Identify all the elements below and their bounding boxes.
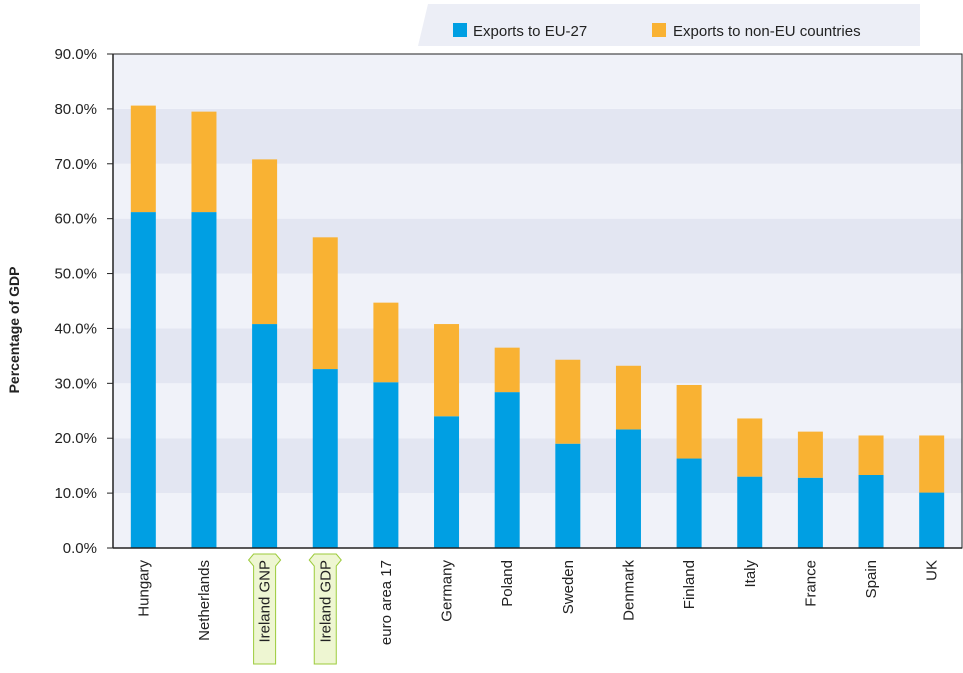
y-tick-label: 80.0% (54, 101, 97, 118)
x-category-label: Denmark (620, 560, 637, 621)
legend-label-non-eu: Exports to non-EU countries (673, 23, 861, 40)
x-category-label-group: Netherlands (196, 560, 213, 641)
bar-segment-non-eu (434, 324, 460, 417)
legend: Exports to EU-27 Exports to non-EU count… (418, 4, 920, 46)
bar-segment-non-eu (191, 111, 217, 213)
bar-segment-non-eu (312, 237, 338, 370)
x-category-label: UK (924, 560, 941, 581)
legend-label-eu27: Exports to EU-27 (473, 23, 587, 40)
bar-segment-eu27 (494, 392, 520, 548)
bars-group (130, 105, 945, 548)
x-category-label-group: Spain (863, 560, 880, 598)
grid-band (113, 493, 962, 548)
bar-segment-non-eu (615, 365, 641, 430)
y-tick-label: 30.0% (54, 375, 97, 392)
grid-band (113, 328, 962, 384)
legend-swatch-non-eu (652, 23, 666, 37)
bar-segment-eu27 (858, 474, 884, 548)
x-category-label-group: Sweden (560, 560, 577, 614)
y-axis-title: Percentage of GDP (6, 267, 22, 394)
x-category-label-group: Germany (439, 560, 456, 622)
bar-segment-eu27 (130, 212, 156, 548)
x-category-label-group: Hungary (135, 560, 152, 617)
bar-segment-non-eu (737, 418, 763, 477)
x-category-label: euro area 17 (378, 560, 395, 645)
grid-band (113, 273, 962, 329)
x-category-label: Ireland GDP (317, 560, 334, 643)
highlight-tag (247, 553, 282, 665)
y-tick-label: 10.0% (54, 485, 97, 502)
y-tick-label: 90.0% (54, 46, 97, 63)
y-tick-label: 70.0% (54, 156, 97, 173)
x-category-label: Finland (681, 560, 698, 609)
bar-segment-eu27 (797, 477, 823, 548)
x-category-label: France (802, 560, 819, 607)
y-tick-label: 50.0% (54, 266, 97, 283)
x-category-label-group: Ireland GNP (247, 553, 282, 665)
x-category-label: Spain (863, 560, 880, 598)
x-category-label: Hungary (135, 560, 152, 617)
y-tick-label: 60.0% (54, 211, 97, 228)
bar-segment-non-eu (858, 435, 884, 475)
x-category-label-group: Ireland GDP (308, 553, 342, 665)
y-tick-label: 40.0% (54, 320, 97, 337)
x-category-label: Netherlands (196, 560, 213, 641)
bar-segment-non-eu (373, 302, 399, 383)
x-category-label: Sweden (560, 560, 577, 614)
y-tick-label: 20.0% (54, 430, 97, 447)
bar-segment-eu27 (252, 324, 278, 548)
x-category-label: Germany (439, 560, 456, 622)
x-category-label-group: Italy (742, 560, 759, 588)
bar-segment-eu27 (676, 458, 702, 548)
x-category-label: Italy (742, 560, 759, 588)
grid-band (113, 163, 962, 219)
legend-swatch-eu27 (453, 23, 467, 37)
grid-band (113, 108, 962, 164)
x-category-label-group: UK (924, 560, 941, 581)
bar-segment-non-eu (130, 105, 156, 213)
x-category-label-group: Poland (499, 560, 516, 607)
bar-segment-non-eu (494, 347, 520, 393)
highlight-tag (308, 553, 342, 665)
x-category-label-group: France (802, 560, 819, 607)
x-category-label-group: euro area 17 (378, 560, 395, 645)
grid-band (113, 438, 962, 494)
bar-segment-non-eu (555, 359, 581, 444)
bar-segment-eu27 (434, 416, 460, 548)
plot-background-bands (112, 53, 963, 549)
bar-segment-eu27 (737, 476, 763, 548)
grid-band (113, 54, 962, 109)
bar-segment-eu27 (191, 212, 217, 548)
x-category-label-group: Finland (681, 560, 698, 609)
y-tick-label: 0.0% (63, 540, 97, 557)
bar-segment-non-eu (919, 435, 945, 493)
x-category-label: Poland (499, 560, 516, 607)
bar-segment-eu27 (615, 429, 641, 548)
bar-segment-eu27 (919, 492, 945, 548)
x-category-label-group: Denmark (620, 560, 637, 621)
grid-band (113, 383, 962, 439)
x-category-label: Ireland GNP (257, 560, 274, 643)
legend-background (418, 4, 920, 46)
bar-segment-eu27 (373, 382, 399, 548)
bar-segment-non-eu (676, 384, 702, 459)
y-axis-ticks: 0.0% 10.0% 20.0% 30.0% 40.0% 50.0% 60.0% 70.0% 8… (54, 46, 113, 557)
grid-band (113, 218, 962, 274)
bar-segment-eu27 (312, 369, 338, 548)
bar-segment-eu27 (555, 443, 581, 548)
bar-segment-non-eu (797, 431, 823, 478)
x-axis-labels: Hungary Netherlands Ireland GNP Ireland GDP… (135, 553, 941, 665)
bar-segment-non-eu (252, 159, 278, 325)
